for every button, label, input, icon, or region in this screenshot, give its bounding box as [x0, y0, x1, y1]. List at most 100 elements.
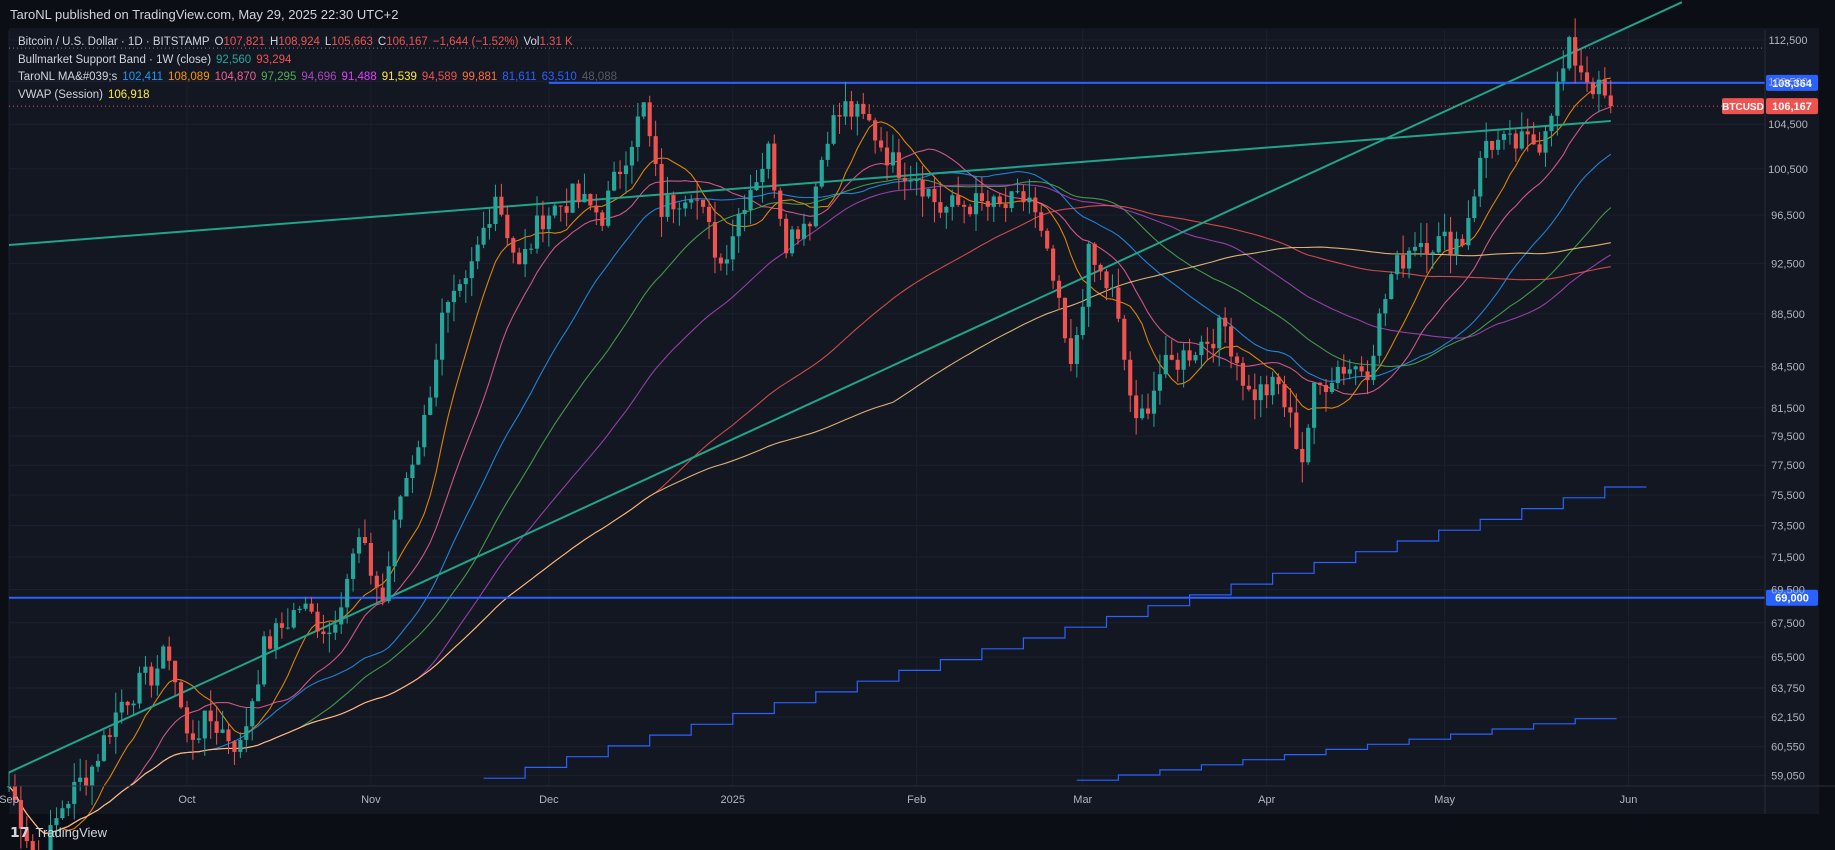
candle-body: [778, 190, 783, 219]
tradingview-logo-icon[interactable]: 𝟭𝟳: [10, 823, 30, 840]
candle-body: [849, 101, 854, 117]
candle-body: [1584, 72, 1590, 83]
candle-body: [1098, 264, 1103, 272]
candle-body: [606, 190, 611, 226]
candle-body: [475, 244, 480, 262]
candle-body: [683, 202, 688, 209]
candle-body: [635, 116, 640, 147]
candle-body: [1329, 382, 1335, 393]
y-tick-label: 62,150: [1771, 712, 1805, 724]
candle-body: [1424, 243, 1429, 255]
candle-body: [469, 261, 474, 279]
close-value: 106,167: [386, 36, 428, 48]
candle-body: [706, 206, 712, 223]
y-tick-label: 96,500: [1771, 210, 1805, 222]
candle-body: [291, 610, 296, 628]
candle-body: [1525, 131, 1530, 135]
candle-body: [66, 803, 71, 809]
moving-average-line: [8, 153, 1612, 835]
moving-average-line: [8, 178, 1612, 835]
candle-body: [1430, 252, 1435, 255]
y-tick-label: 59,050: [1771, 770, 1805, 782]
symbol-title[interactable]: Bitcoin / U.S. Dollar · 1D · BITSTAMP: [18, 36, 210, 48]
candle-body: [896, 152, 901, 178]
y-tick-label: 79,500: [1771, 431, 1805, 443]
ma-label[interactable]: TaroNL MA&#039;s: [18, 71, 118, 83]
level-label: 108,364: [1772, 78, 1813, 90]
candle-body: [795, 229, 801, 239]
y-tick-label: 60,550: [1771, 742, 1805, 754]
candle-body: [837, 115, 842, 117]
candles: [6, 18, 1613, 850]
ma-value-9: 99,881: [462, 71, 498, 83]
candle-body: [653, 136, 658, 164]
candle-body: [1205, 341, 1210, 344]
chart-frame[interactable]: [9, 28, 1819, 814]
vwap-label[interactable]: VWAP (Session): [18, 88, 103, 101]
candle-body: [208, 710, 213, 722]
candle-body: [1365, 371, 1370, 381]
candle-body: [1116, 287, 1121, 319]
candle-body: [1335, 366, 1340, 383]
candle-body: [1199, 341, 1204, 356]
candle-body: [742, 209, 747, 214]
candle-body: [125, 701, 130, 706]
candle-body: [878, 140, 884, 148]
y-tick-label: 75,500: [1771, 490, 1805, 502]
candle-body: [1140, 408, 1145, 419]
candle-body: [1353, 366, 1358, 370]
candle-body: [457, 284, 462, 291]
candle-body: [843, 101, 848, 117]
candle-body: [902, 177, 907, 182]
price-label: 106,167: [1772, 101, 1812, 113]
candle-body: [1015, 191, 1020, 193]
candle-body: [1128, 359, 1133, 396]
candle-body: [1288, 407, 1293, 413]
candle-body: [398, 496, 403, 520]
candle-body: [1181, 350, 1186, 370]
moving-average-line: [8, 205, 1611, 835]
tradingview-brand[interactable]: TradingView: [35, 824, 108, 840]
y-tick-label: 84,500: [1771, 362, 1805, 374]
candle-body: [1341, 366, 1346, 374]
candle-body: [1175, 359, 1180, 370]
candle-body: [588, 193, 593, 206]
candle-body: [439, 312, 445, 360]
candle-body: [855, 103, 860, 117]
candle-body: [908, 180, 913, 182]
candle-body: [1264, 384, 1269, 396]
candle-body: [190, 733, 195, 740]
candle-body: [979, 193, 984, 202]
bmsb-label[interactable]: Bullmarket Support Band · 1W (close): [18, 53, 212, 66]
candle-body: [131, 703, 136, 706]
level-badge: [1766, 589, 1818, 606]
candle-body: [784, 218, 789, 254]
candle-body: [434, 359, 439, 398]
candle-body: [386, 566, 391, 602]
candle-body: [1507, 133, 1512, 135]
candle-body: [1258, 384, 1263, 401]
price-badge: [1766, 98, 1818, 115]
close-label: C: [377, 36, 387, 48]
change-value: −1,644 (−1.52%): [432, 36, 519, 48]
candle-body: [819, 159, 824, 187]
candle-body: [1223, 317, 1228, 327]
candle-body: [1602, 79, 1607, 96]
candle-body: [1347, 369, 1352, 374]
candle-body: [1448, 231, 1453, 255]
candle-body: [1359, 366, 1364, 372]
candle-body: [161, 646, 166, 669]
candle-body: [861, 103, 866, 114]
candle-body: [149, 666, 154, 686]
candle-body: [493, 196, 498, 225]
candle-body: [825, 143, 830, 160]
candle-body: [944, 206, 949, 213]
x-tick-label: Nov: [361, 794, 381, 806]
candle-body: [84, 777, 89, 787]
candle-body: [760, 168, 765, 183]
candle-body: [962, 204, 967, 207]
moving-averages: [8, 77, 1647, 835]
candle-body: [256, 684, 261, 702]
ma-value-3: 104,870: [214, 71, 257, 83]
